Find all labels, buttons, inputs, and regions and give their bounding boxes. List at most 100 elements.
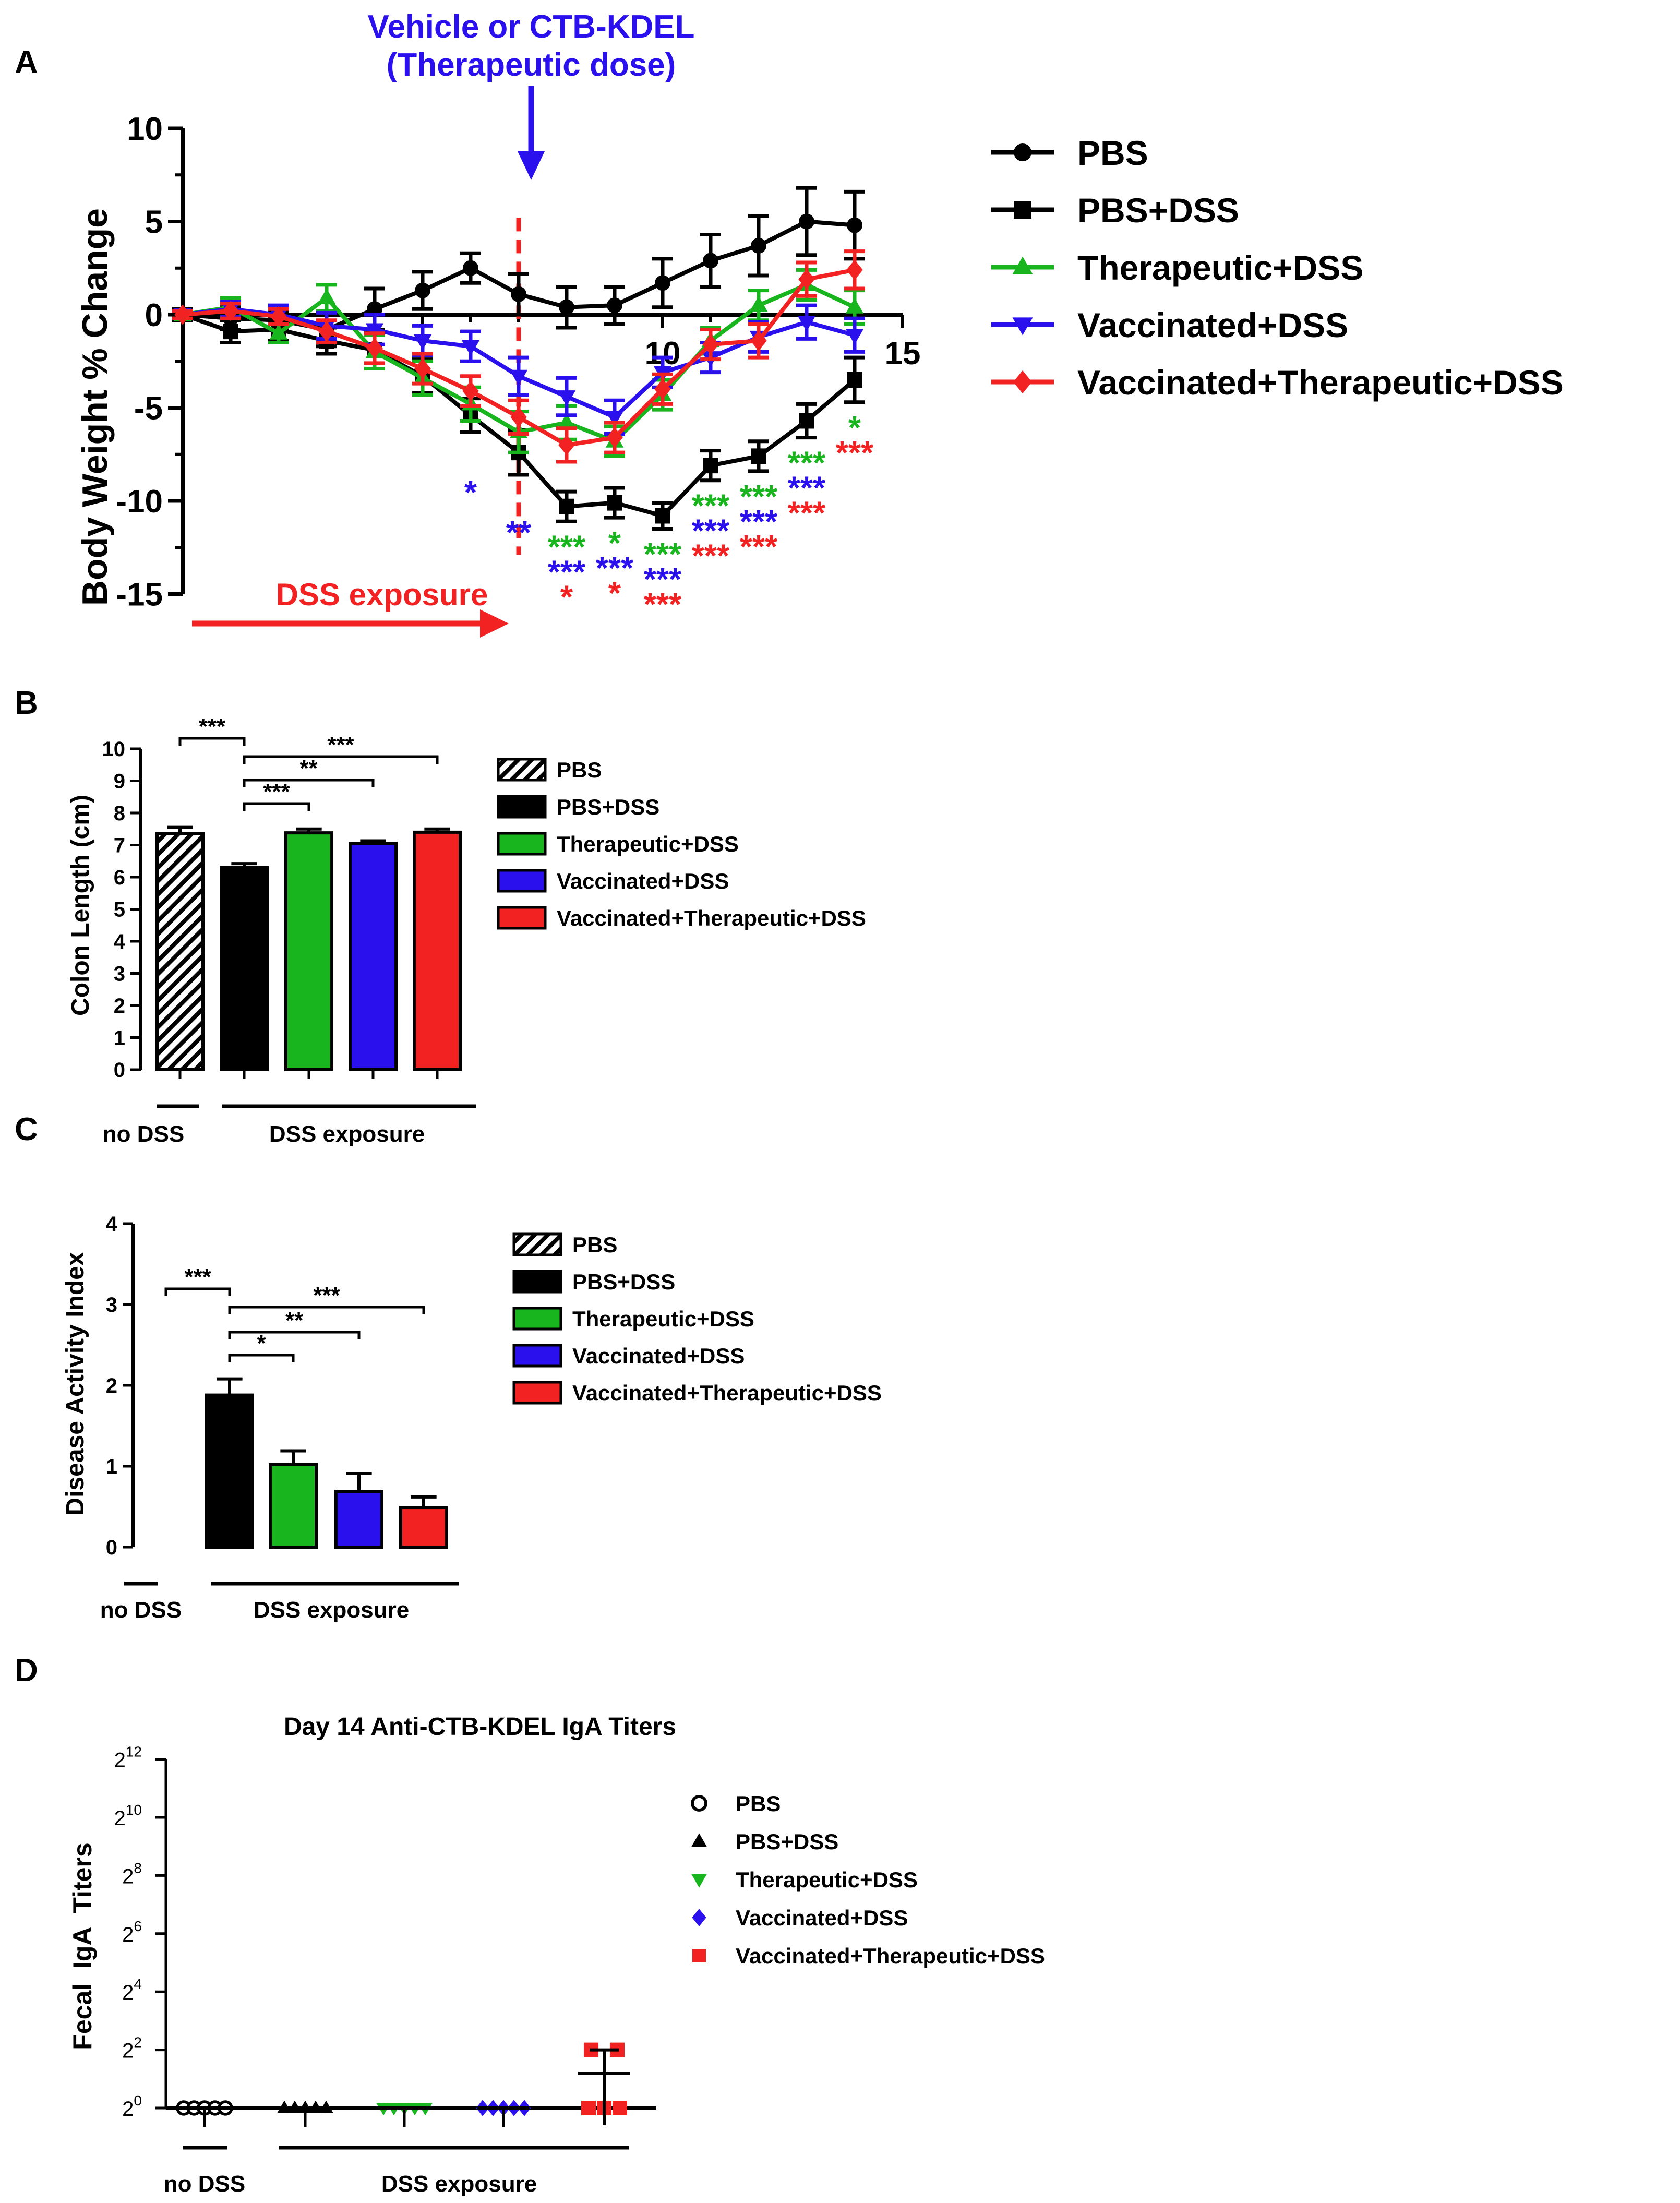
legend-label: Vaccinated+DSS — [557, 869, 729, 893]
legend-label: PBS — [1077, 134, 1148, 172]
group-PBS+DSS — [277, 2100, 333, 2127]
data-point-square — [751, 448, 766, 464]
panel-c-bars — [205, 1377, 448, 1549]
panel-d-group-dss: DSS exposure — [381, 2171, 537, 2197]
legend-swatch — [512, 1270, 562, 1294]
y-tick-label: 2 — [106, 1374, 117, 1397]
data-point-square — [655, 508, 670, 524]
data-point-diamond — [366, 338, 383, 358]
legend-label: PBS+DSS — [736, 1829, 838, 1854]
bar-Vaccinated+DSS — [349, 842, 398, 1072]
legend-swatch — [497, 795, 547, 819]
data-point-square — [703, 458, 718, 474]
data-point-circle — [655, 275, 670, 291]
panel-a-treatment-arrow-head — [518, 151, 545, 180]
significance-mark: *** — [836, 435, 874, 471]
legend-swatch — [512, 1307, 562, 1331]
y-tick-exponent: 2 — [134, 2034, 142, 2051]
panel-label-a: A — [15, 44, 38, 80]
legend-label: Therapeutic+DSS — [736, 1867, 918, 1892]
legend-label: Vaccinated+DSS — [1077, 306, 1348, 344]
group-PBS — [176, 2100, 233, 2127]
y-tick-label: 0 — [114, 1059, 125, 1082]
significance-mark: *** — [644, 537, 682, 573]
y-tick-label: 28 — [122, 1860, 142, 1888]
legend-marker-diamond — [692, 1909, 706, 1926]
data-point-triangle-down — [845, 329, 864, 345]
panel-a-line-chart: Vehicle or CTB-KDEL (Therapeutic dose) B… — [75, 9, 1564, 638]
legend-swatch — [512, 1381, 562, 1405]
legend-swatch — [497, 832, 547, 856]
y-tick-exponent: 6 — [134, 1918, 142, 1934]
panel-label-d: D — [15, 1653, 38, 1689]
panel-d-group-no-dss: no DSS — [164, 2171, 245, 2197]
data-point-triangle-up — [557, 413, 576, 429]
legend-swatch — [512, 1232, 562, 1256]
data-point-triangle-up — [749, 296, 768, 312]
y-tick-label: 210 — [114, 1802, 142, 1830]
significance-bracket — [228, 1354, 295, 1362]
legend-label: Vaccinated+Therapeutic+DSS — [572, 1381, 882, 1405]
significance-label: * — [257, 1331, 266, 1356]
significance-bracket — [243, 779, 375, 787]
significance-mark: *** — [740, 529, 778, 565]
panel-a-y-tick-label: -10 — [116, 484, 163, 520]
significance-mark: *** — [692, 513, 730, 549]
legend-marker-square — [692, 1949, 706, 1962]
bar-Vaccinated+DSS — [334, 1490, 383, 1549]
legend-label: PBS+DSS — [572, 1270, 675, 1294]
panel-a-series — [172, 186, 865, 531]
panel-c-y-axis: 0 1 2 3 4 — [106, 1213, 135, 1559]
significance-mark: * — [464, 475, 477, 511]
group-Vaccinated+DSS — [476, 2100, 531, 2127]
y-tick-label: 20 — [122, 2092, 142, 2121]
series-Vaccinated+Therapeutic+DSS — [172, 249, 865, 464]
legend-marker-circle-open — [691, 1795, 707, 1812]
legend-swatch — [512, 1344, 562, 1368]
significance-mark: *** — [596, 550, 634, 586]
significance-mark: *** — [788, 446, 826, 482]
y-tick-label: 2 — [114, 995, 125, 1017]
panel-c-group-no-dss: no DSS — [100, 1597, 182, 1623]
data-point-square — [847, 372, 862, 388]
data-point-triangle-down — [509, 369, 528, 386]
panel-a-top-annotation-line1: Vehicle or CTB-KDEL — [368, 9, 695, 45]
panel-d-ylabel: Fecal IgA Titers — [68, 1842, 97, 2050]
significance-label: *** — [327, 732, 354, 758]
panel-a-y-axis: 10 5 0 -5 -10 -15 — [116, 111, 185, 613]
legend-swatch — [497, 906, 547, 930]
panel-a-significance: *** *************************************… — [464, 410, 874, 623]
y-tick-exponent: 0 — [134, 2092, 142, 2109]
legend-label: PBS — [557, 758, 602, 782]
y-tick-label: 26 — [122, 1918, 142, 1946]
significance-mark: *** — [548, 529, 586, 565]
data-point-triangle-up — [845, 297, 864, 314]
legend-label: PBS — [572, 1232, 617, 1257]
panel-b-brackets: *********** — [178, 714, 439, 811]
data-point-square — [613, 2101, 627, 2115]
panel-a-legend: PBS PBS+DSS Therapeutic+DSS Vaccinated+DSS V… — [991, 134, 1564, 402]
y-tick-base: 2 — [114, 1807, 126, 1830]
legend-marker-triangle-up — [691, 1833, 707, 1847]
panel-a-x-tick-label: 15 — [885, 336, 921, 372]
y-tick-base: 2 — [122, 2040, 134, 2063]
panel-a-y-tick-label: -15 — [116, 577, 163, 613]
legend-label: PBS — [736, 1791, 781, 1816]
data-point-diamond — [222, 301, 239, 321]
data-point-square — [607, 495, 622, 511]
panel-a-y-tick-label: 10 — [127, 111, 163, 147]
y-tick-label: 4 — [114, 930, 126, 953]
data-point-circle — [799, 213, 814, 230]
legend-label: PBS+DSS — [1077, 191, 1239, 230]
y-tick-label: 3 — [106, 1294, 117, 1316]
bar-Vaccinated+Therapeutic+DSS — [399, 1506, 448, 1549]
significance-label: ** — [285, 1308, 304, 1333]
data-point-diamond — [654, 379, 671, 400]
significance-mark: *** — [644, 562, 682, 598]
data-point-triangle-up — [269, 324, 288, 340]
panel-b-ylabel: Colon Length (cm) — [67, 795, 94, 1016]
panel-a-top-annotation-line2: (Therapeutic dose) — [387, 47, 676, 83]
data-point-diamond — [270, 306, 287, 327]
